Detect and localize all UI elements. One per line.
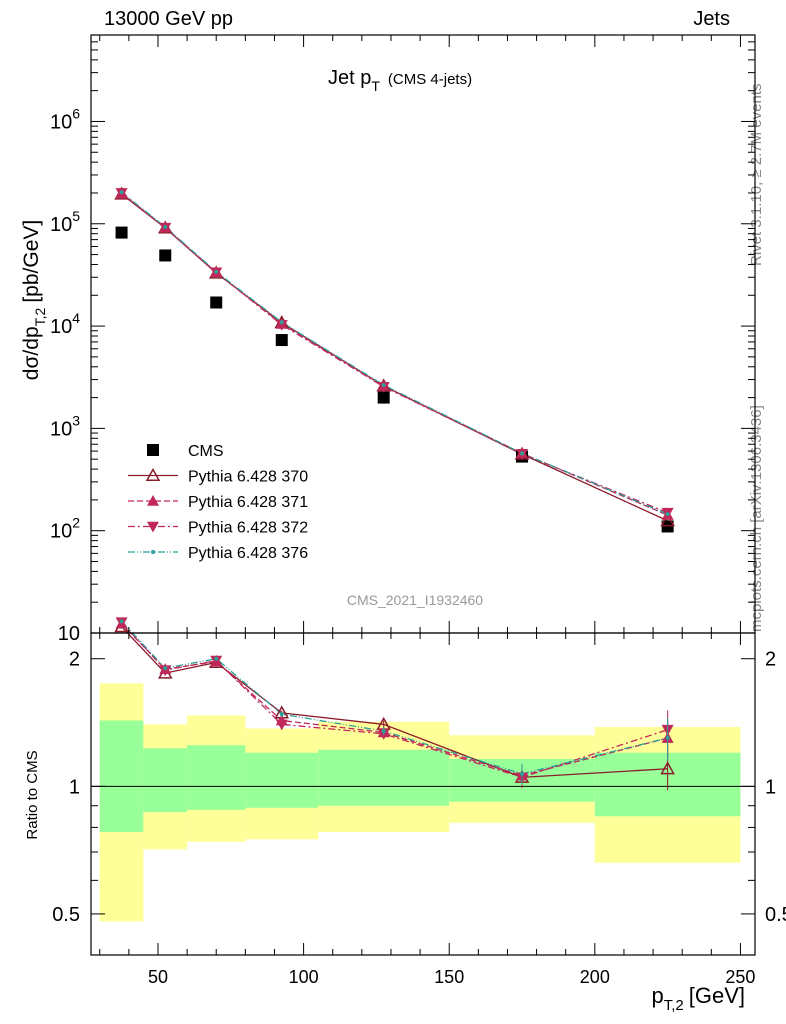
chart-title-extra: (CMS 4-jets) [388, 71, 472, 88]
svg-text:Ratio to CMS: Ratio to CMS [24, 750, 41, 839]
band-inner-0 [99, 720, 144, 833]
ratio-marker-s3-p1 [163, 666, 168, 671]
chart-title-sub: T [371, 78, 380, 94]
main-marker-s4-p3 [279, 320, 284, 325]
main-line-series-3 [121, 192, 668, 514]
legend-label-3: Pythia 6.428 372 [188, 520, 308, 537]
y-label-unit: [pb/GeV] [20, 220, 43, 303]
svg-text:dσ/dpT,2[pb/GeV]: dσ/dpT,2 [pb/GeV] [20, 220, 48, 380]
y-tick-label-ratio-left-1: 1 [69, 776, 80, 798]
main-panel-frame [90, 34, 756, 634]
band-inner-1 [143, 748, 188, 812]
y-tick-label-main-4: 105 [50, 208, 80, 236]
y-label-main: dσ/dp [20, 326, 43, 380]
legend-label-4: Pythia 6.428 376 [188, 545, 308, 562]
main-marker-s0-p3 [275, 334, 288, 347]
y-tick-label-main-0: 10 [58, 623, 80, 645]
main-marker-s4-p0 [119, 190, 124, 195]
legend-marker-4 [151, 550, 155, 554]
legend-label-2: Pythia 6.428 371 [188, 494, 308, 511]
y-tick-label-ratio-right-1: 1 [765, 776, 776, 798]
x-tick-label-250: 250 [725, 967, 755, 987]
main-marker-s3-p4 [377, 381, 390, 393]
ratio-y-axis-label: Ratio to CMS [24, 750, 41, 839]
main-marker-s4-p6 [665, 512, 670, 517]
y-tick-base-2: 10 [50, 418, 72, 440]
main-marker-s0-p0 [115, 226, 128, 239]
legend-label-0: CMS [188, 443, 224, 460]
legend-marker-1 [145, 467, 161, 482]
legend-marker-0 [147, 444, 159, 456]
y-tick-exp-2: 3 [72, 412, 80, 428]
main-marker-s4-p1 [163, 224, 168, 229]
y-tick-base-4: 10 [50, 214, 72, 236]
chart-markers [114, 186, 675, 791]
legend: CMS Pythia 6.428 370 Pythia 6.428 371 Pythi… [128, 443, 308, 562]
y-tick-label-ratio-right-0: 0.5 [765, 904, 786, 926]
main-marker-s4-p2 [214, 269, 219, 274]
x-label-unit: [GeV] [689, 983, 745, 1008]
y-tick-base-0: 10 [58, 623, 80, 645]
ratio-marker-s2-p2 [210, 655, 223, 667]
y-tick-exp-5: 6 [72, 105, 80, 121]
x-tick-label-200: 200 [580, 967, 610, 987]
uncertainty-bands [99, 683, 741, 922]
legend-marker-2 [147, 495, 159, 506]
y-tick-label-main-3: 104 [50, 310, 80, 338]
x-label-main: p [651, 983, 663, 1008]
chart-title: Jet pT (CMS 4-jets) [328, 67, 472, 94]
y-tick-exp-1: 2 [72, 515, 80, 531]
main-marker-s3-p3 [275, 319, 288, 331]
y-label-sub: T,2 [32, 307, 48, 326]
band-inner-2 [187, 745, 246, 810]
x-axis-label: pT,2 [GeV] [651, 983, 745, 1014]
main-line-series-2 [121, 192, 668, 516]
ratio-panel-frame [90, 632, 756, 956]
y-tick-exp-4: 5 [72, 208, 80, 224]
legend-marker-3 [147, 521, 159, 533]
ratio-marker-s3-p4 [381, 729, 386, 734]
y-tick-label-main-5: 106 [50, 105, 80, 133]
x-label-sub: T,2 [664, 997, 684, 1014]
legend-label-1: Pythia 6.428 370 [188, 469, 308, 486]
axis-ticks: 50100150200250101021031041051060.50.5112… [50, 34, 786, 987]
header-process: 13000 GeV pp [104, 8, 233, 30]
x-tick-label-50: 50 [148, 967, 168, 987]
main-marker-s0-p1 [159, 249, 172, 262]
y-tick-label-ratio-left-2: 2 [69, 649, 80, 671]
main-line-series-4 [121, 191, 668, 515]
main-marker-s0-p2 [210, 296, 223, 309]
band-inner-3 [245, 752, 319, 808]
main-marker-s4-p5 [520, 451, 525, 456]
chart-title-main: Jet p [328, 67, 371, 89]
y-tick-label-ratio-right-2: 2 [765, 649, 776, 671]
ratio-marker-s3-p6 [665, 736, 670, 741]
ratio-marker-s2-p3 [275, 719, 288, 731]
y-tick-label-main-2: 103 [50, 412, 80, 440]
ratio-marker-s3-p2 [214, 656, 219, 661]
main-marker-s4-p4 [381, 383, 386, 388]
y-tick-base-3: 10 [50, 316, 72, 338]
y-tick-label-ratio-left-0: 0.5 [52, 904, 80, 926]
analysis-watermark: CMS_2021_I1932460 [347, 592, 483, 608]
y-tick-base-1: 10 [50, 521, 72, 543]
main-y-axis-label: dσ/dpT,2 [pb/GeV] [20, 220, 48, 380]
main-marker-s1-p6 [660, 513, 675, 527]
ratio-marker-s3-p3 [279, 712, 284, 717]
header-category: Jets [693, 8, 730, 30]
ratio-marker-s2-p1 [159, 665, 172, 677]
main-marker-s0-p6 [661, 520, 674, 533]
ratio-marker-s3-p5 [520, 771, 525, 776]
x-tick-label-150: 150 [434, 967, 464, 987]
y-tick-exp-3: 4 [72, 310, 80, 326]
y-tick-base-5: 10 [50, 111, 72, 133]
ratio-marker-s0-p6 [660, 761, 675, 775]
ratio-marker-s3-p0 [119, 619, 124, 624]
y-tick-label-main-1: 102 [50, 515, 80, 543]
band-inner-4 [318, 749, 450, 806]
x-tick-label-100: 100 [289, 967, 319, 987]
main-marker-s0-p4 [377, 391, 390, 404]
panel-frames [90, 34, 756, 956]
